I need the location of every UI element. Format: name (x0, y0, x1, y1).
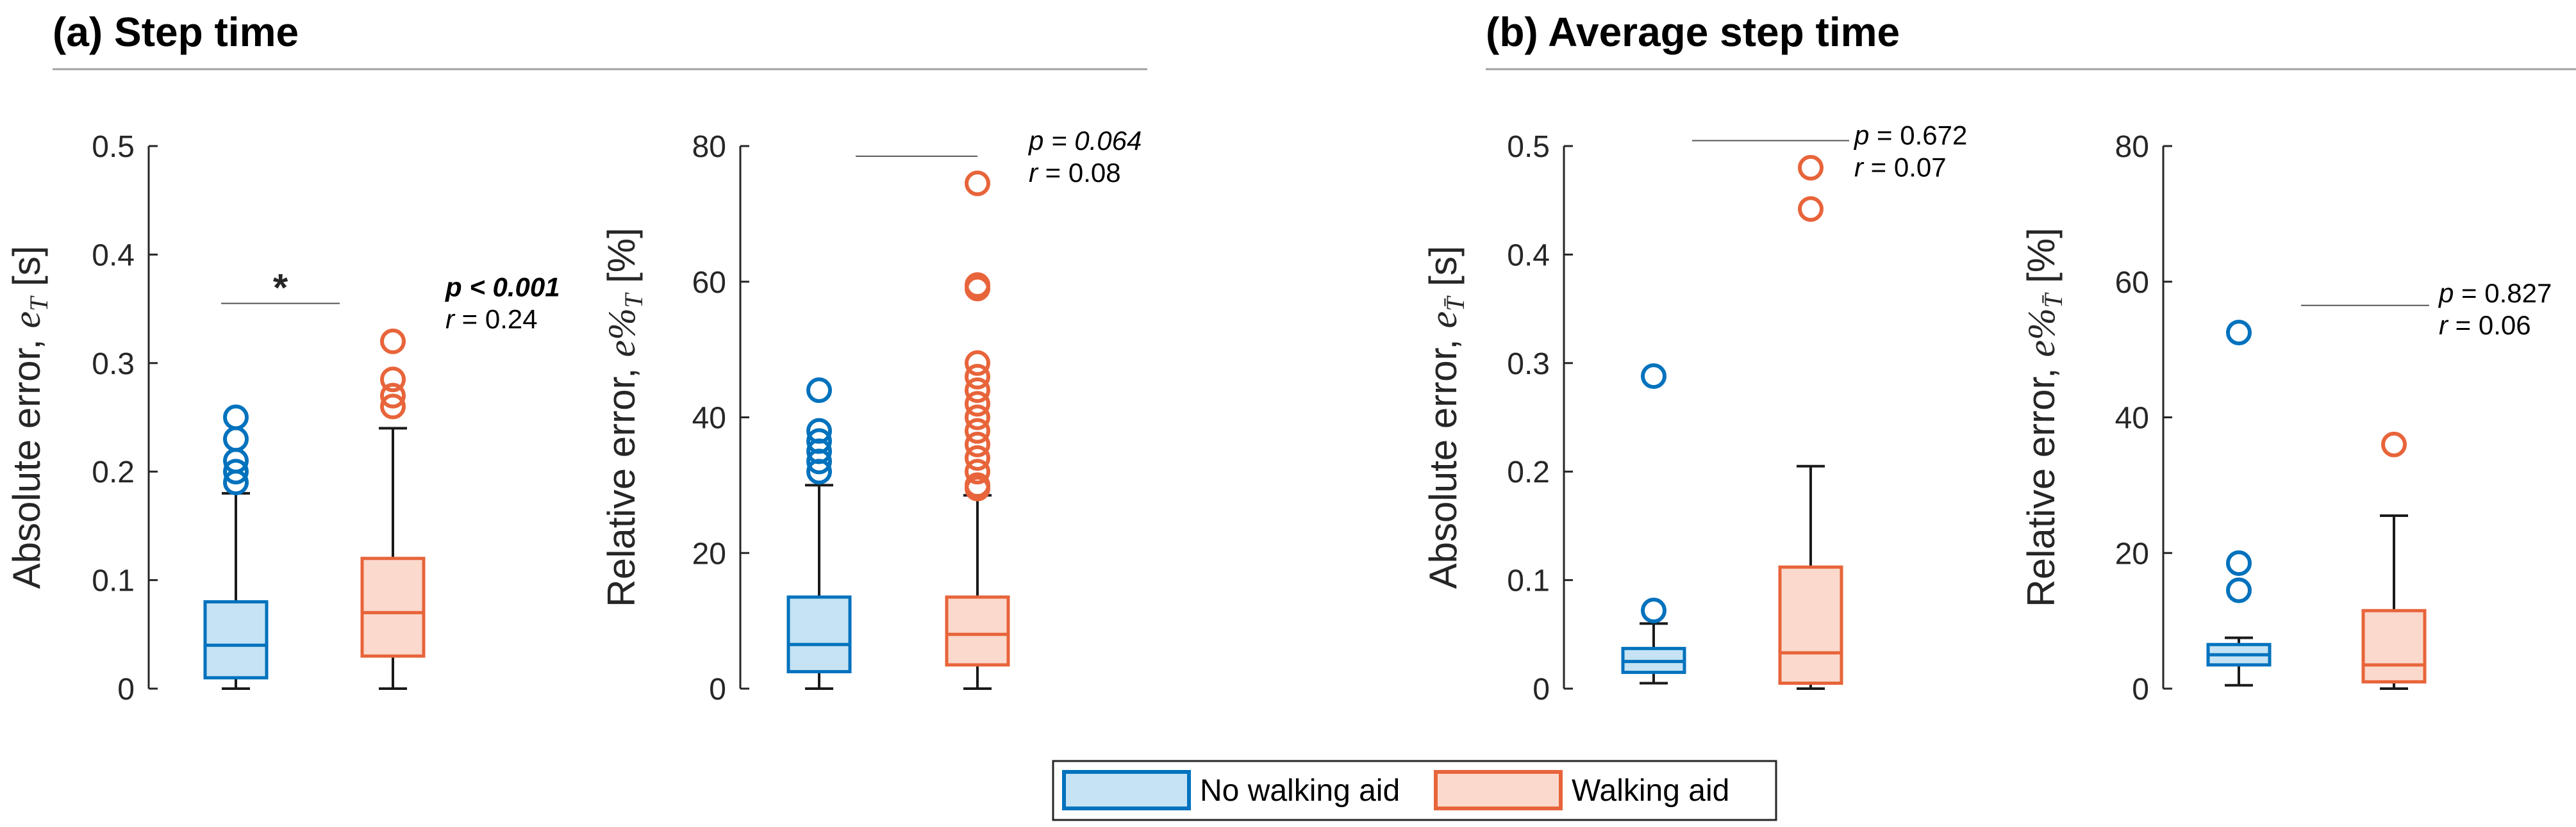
outlier-point (965, 350, 990, 376)
panel-b-title: (b) Average step time (1486, 9, 1900, 55)
y-axis-label: Absolute error, eT̄ [s] (1422, 246, 1470, 589)
outlier-point (2381, 431, 2407, 457)
outlier-point (806, 418, 832, 444)
iqr-box (2361, 609, 2427, 684)
iqr-box (1778, 565, 1843, 685)
outlier-point (223, 404, 249, 430)
y-tick-label: 0.5 (1507, 130, 1550, 164)
outlier-point (2226, 320, 2252, 346)
r-value-text: r = 0.24 (445, 304, 538, 334)
outlier-point (965, 404, 990, 430)
r-value-text: r = 0.07 (1854, 152, 1947, 183)
y-tick-label: 0 (2132, 673, 2149, 707)
outlier-point (965, 363, 990, 389)
r-value-text: r = 0.08 (1029, 158, 1121, 188)
y-tick-label: 0 (1533, 673, 1550, 707)
iqr-box (786, 595, 852, 674)
outlier-point (965, 472, 990, 498)
outlier-point (1798, 154, 1824, 181)
y-tick-label: 20 (2115, 537, 2149, 571)
y-axis-label: Relative error, e%T [%] (600, 227, 648, 607)
box-walking-aid (360, 328, 426, 690)
box-walking-aid (1778, 154, 1843, 690)
outlier-point (2226, 550, 2252, 577)
outlier-point (2226, 577, 2252, 603)
y-tick-label: 0 (709, 673, 726, 707)
y-tick-label: 0.1 (1507, 564, 1550, 598)
chart-absolute-error-step-time: 0 0.1 0.2 0.3 0.4 0.5 Absolute error, eT [s] * p… (5, 130, 560, 707)
legend-label-no-walking-aid: No walking aid (1200, 774, 1400, 808)
y-tick-label: 0.4 (1507, 238, 1550, 272)
chart-absolute-error-average-step-time: 0 0.1 0.2 0.3 0.4 0.5 Absolute error, eT̄ [s] p… (1422, 120, 1967, 707)
outlier-point (965, 459, 990, 485)
iqr-box (203, 600, 269, 680)
outlier-point (965, 445, 990, 471)
outlier-point (806, 377, 832, 404)
iqr-box (945, 595, 1010, 667)
outlier-point (806, 428, 832, 454)
outlier-point (380, 328, 406, 354)
outlier-point (965, 170, 990, 197)
outlier-point (380, 366, 406, 393)
significance-star: * (273, 266, 288, 309)
legend-label-walking-aid: Walking aid (1572, 774, 1729, 808)
outlier-point (965, 431, 990, 457)
panel-a-title: (a) Step time (53, 9, 299, 55)
r-value-text: r = 0.06 (2439, 310, 2531, 340)
outlier-point (965, 272, 990, 299)
iqr-box (360, 557, 426, 658)
y-tick-label: 80 (2115, 130, 2149, 164)
p-value-text: p = 0.827 (2438, 278, 2552, 308)
y-axis-label: Relative error, e%T̄ [%] (2020, 227, 2068, 607)
y-tick-label: 0 (117, 673, 135, 707)
outlier-point (1798, 196, 1824, 222)
y-tick-label: 0.4 (92, 238, 135, 272)
legend: No walking aid Walking aid (1052, 760, 1777, 821)
p-value-text: p = 0.064 (1027, 126, 1142, 156)
box-no-walking-aid (786, 377, 852, 690)
outlier-point (965, 377, 990, 404)
y-tick-label: 80 (692, 130, 726, 164)
outlier-point (380, 393, 406, 420)
box-no-walking-aid (2206, 320, 2272, 687)
y-tick-label: 40 (692, 402, 726, 436)
y-tick-label: 0.2 (1507, 455, 1550, 489)
outlier-point (223, 426, 249, 452)
outlier-point (1641, 598, 1666, 624)
y-tick-label: 0.3 (1507, 347, 1550, 381)
y-tick-label: 60 (692, 266, 726, 300)
y-tick-label: 0.2 (92, 455, 135, 489)
outlier-point (380, 382, 406, 409)
y-tick-label: 0.5 (92, 130, 135, 164)
legend-swatch-no-walking-aid (1062, 770, 1191, 810)
p-value-text: p = 0.672 (1853, 120, 1967, 151)
outlier-point (965, 391, 990, 417)
box-walking-aid (945, 170, 1010, 690)
chart-relative-error-average-step-time: 0 20 40 60 80 Relative error, e%T̄ [%] p = 0.8… (2020, 130, 2552, 707)
y-axis-label: Absolute error, eT [s] (5, 246, 53, 589)
y-tick-label: 60 (2115, 266, 2149, 300)
outlier-point (965, 418, 990, 444)
legend-swatch-walking-aid (1434, 770, 1563, 810)
outlier-point (223, 459, 249, 485)
p-value-text: p < 0.001 (445, 272, 560, 302)
y-tick-label: 20 (692, 537, 726, 571)
y-tick-label: 0.3 (92, 347, 135, 381)
box-walking-aid (2361, 431, 2427, 690)
outlier-point (1641, 363, 1666, 389)
y-tick-label: 40 (2115, 402, 2149, 436)
chart-relative-error-step-time: 0 20 40 60 80 Relative error, e%T [%] p = 0.06… (600, 126, 1142, 707)
y-tick-label: 0.1 (92, 564, 135, 598)
box-no-walking-aid (1621, 363, 1686, 685)
box-no-walking-aid (203, 404, 269, 690)
